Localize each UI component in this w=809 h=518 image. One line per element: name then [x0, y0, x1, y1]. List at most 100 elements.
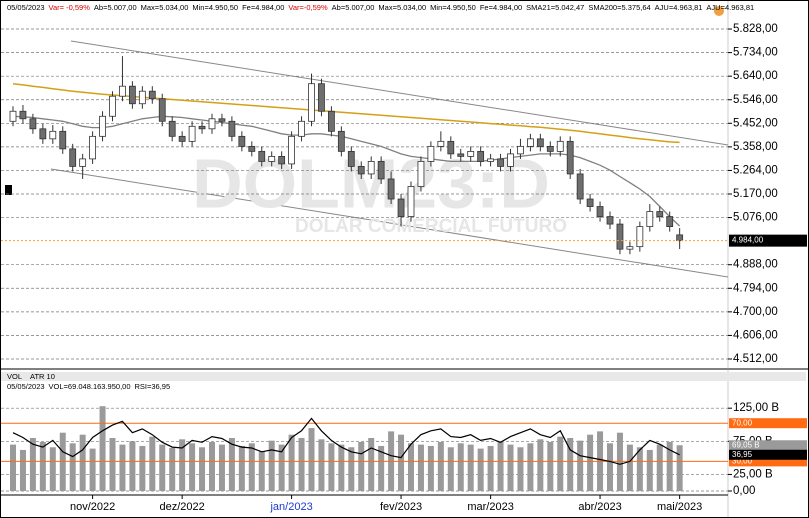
tab[interactable]: VOL — [7, 372, 23, 381]
candle-body — [9, 110, 17, 122]
candle-body — [79, 158, 87, 167]
candle-body — [318, 83, 325, 112]
candle-body — [248, 145, 256, 152]
volume-bar — [268, 440, 275, 491]
tab[interactable]: ATR 10 — [30, 372, 55, 381]
candle-body — [327, 110, 335, 132]
candle-body — [676, 234, 684, 242]
header-item: Min=4.950,50 — [192, 3, 239, 12]
volume-bar — [398, 434, 405, 491]
last-rsi-label: 36,95 — [732, 450, 753, 459]
candle-body — [527, 138, 534, 147]
header-item: Ab=5.007,00 — [93, 3, 137, 12]
candle-body — [168, 120, 176, 137]
volume-bar — [228, 438, 235, 491]
candle-body — [487, 158, 495, 162]
candle-body — [467, 150, 475, 157]
candle-body — [417, 161, 425, 187]
candle-body — [347, 150, 355, 167]
candle-body — [397, 198, 405, 217]
volume-bar — [179, 439, 186, 491]
candle-body — [308, 83, 315, 122]
volume-bar — [626, 444, 633, 491]
candle-body — [238, 135, 246, 147]
header-item: RSI=36,95 — [134, 382, 171, 391]
volume-bar — [189, 443, 196, 491]
volume-bar — [507, 444, 514, 491]
volume-bar — [646, 449, 653, 491]
y2-tick-label: 70,00 — [732, 418, 753, 427]
candle-body — [49, 130, 57, 140]
volume-bar — [676, 445, 683, 491]
volume-bar — [636, 447, 643, 491]
volume-bar — [477, 448, 484, 491]
header-item: SMA200=5.375,64 — [588, 3, 651, 12]
rsi-line — [12, 417, 680, 465]
candle-body — [646, 211, 654, 227]
candle-body — [367, 161, 375, 175]
volume-bar — [408, 443, 414, 491]
header-item: Fe=4.984,00 — [479, 3, 523, 12]
candle-body — [19, 110, 27, 120]
candle-body — [119, 85, 126, 97]
last-volume-box — [729, 440, 807, 451]
volume-bar — [666, 441, 673, 491]
volume-bar — [467, 444, 474, 491]
y-tick-label: 4.512,00 — [733, 353, 778, 365]
volume-bar — [278, 444, 285, 491]
y-tick-label: 0,00 — [733, 485, 755, 497]
candle-body — [517, 145, 524, 155]
candle-body — [616, 223, 624, 250]
y-tick-label: 5.546,00 — [733, 94, 778, 106]
x-tick-label: jan/2023 — [269, 501, 312, 513]
candle-body — [377, 161, 385, 180]
side-handle[interactable] — [5, 185, 12, 195]
status-icon[interactable] — [714, 6, 724, 16]
last-rsi-box — [729, 449, 807, 460]
volume-bar — [517, 447, 524, 491]
volume-bar — [159, 444, 166, 491]
candle-body — [437, 140, 445, 147]
volume-bar — [10, 444, 16, 491]
y-tick-label: 5.358,00 — [733, 141, 778, 153]
candle-body — [268, 155, 276, 162]
trend-line — [70, 40, 729, 146]
candle-body — [288, 135, 296, 165]
header-item: SMA21=5.042,47 — [526, 3, 585, 12]
y-tick-label: 25,00 B — [733, 468, 773, 480]
candle-body — [666, 216, 674, 227]
candle-body — [128, 85, 136, 105]
volume-bar — [537, 439, 544, 491]
indicator-tabs: VOL ATR 10 — [1, 372, 806, 381]
sub-header: 05/05/2023 VOL=69.048.163.950,00 RSI=36,95 — [7, 382, 170, 391]
volume-bar — [39, 441, 46, 491]
candle-body — [586, 198, 594, 207]
candle-body — [278, 155, 286, 165]
header-item: AJU=4.963,81 — [706, 3, 755, 12]
candle-body — [109, 95, 116, 117]
candle-body — [477, 150, 485, 162]
y-tick-label: 4.888,00 — [733, 259, 778, 271]
volume-bar — [318, 439, 325, 491]
y-tick-label: 4.794,00 — [733, 282, 778, 294]
trend-line — [50, 168, 729, 278]
y-tick-label: 4.606,00 — [733, 329, 778, 341]
rsi-level-box — [729, 456, 807, 467]
candle-body — [636, 226, 644, 248]
header-item: 05/05/2023 — [7, 382, 45, 391]
volume-bar — [427, 445, 434, 491]
volume-bar — [527, 443, 534, 491]
volume-bar — [417, 444, 424, 491]
candle-body — [298, 120, 305, 137]
y-tick-label: 5.452,00 — [733, 117, 778, 129]
candle-body — [208, 118, 216, 130]
candle-body — [407, 186, 415, 217]
candle-body — [536, 138, 544, 147]
y-tick-label: 4.700,00 — [733, 306, 778, 318]
header-item: Ab=5.007,00 — [331, 3, 375, 12]
candle-body — [497, 158, 504, 167]
candle-body — [99, 115, 106, 137]
candle-body — [357, 166, 365, 175]
